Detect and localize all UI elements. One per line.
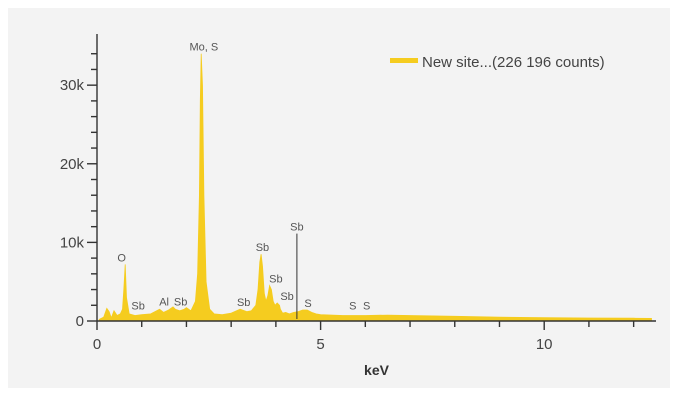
peak-label: S <box>304 298 311 310</box>
x-tick-label: 0 <box>93 336 101 353</box>
legend-label: New site...(226 196 counts) <box>422 54 605 71</box>
peak-label: Sb <box>290 222 303 234</box>
peak-label: Sb <box>269 274 282 286</box>
peak-label: S <box>363 300 370 312</box>
peak-label: Al <box>159 296 169 308</box>
peak-label: S <box>349 300 356 312</box>
peak-label: Sb <box>280 291 293 303</box>
legend-swatch <box>390 58 418 63</box>
peak-label: Sb <box>256 242 269 254</box>
peak-label: Sb <box>237 297 250 309</box>
y-tick-label: 0 <box>76 313 84 330</box>
y-tick-label: 30k <box>60 77 85 94</box>
peak-label: Sb <box>131 300 144 312</box>
x-tick-label: 10 <box>536 336 553 353</box>
series-area-0 <box>98 53 652 322</box>
peak-label: Mo, S <box>190 42 219 54</box>
y-tick-label: 20k <box>60 156 85 173</box>
x-tick-label: 5 <box>316 336 324 353</box>
chart-panel <box>8 8 670 388</box>
peak-label: O <box>117 252 126 264</box>
peak-label: Sb <box>174 296 187 308</box>
x-axis-title: keV <box>364 362 390 378</box>
y-tick-label: 10k <box>60 234 85 251</box>
